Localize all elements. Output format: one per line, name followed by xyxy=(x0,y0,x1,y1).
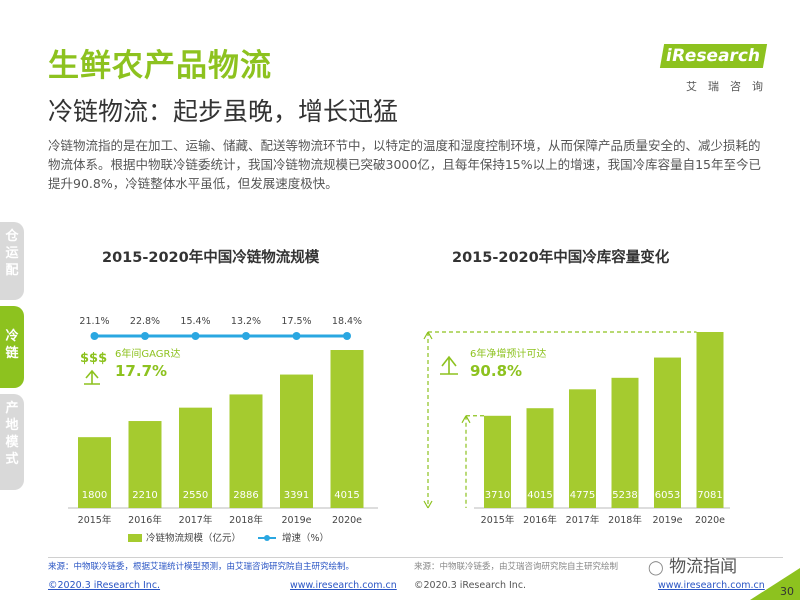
chart1-growth-point xyxy=(90,332,99,340)
chart1-legend-bar-label: 冷链物流规模（亿元） xyxy=(146,532,241,544)
chart2-x-tick: 2015年 xyxy=(481,514,515,526)
chart2-annotation-label: 6年净增预计可达 xyxy=(470,347,546,360)
wechat-name: 物流指闻 xyxy=(669,557,738,577)
side-tab-label: 冷链 xyxy=(5,329,19,361)
chart1-growth-point xyxy=(343,332,351,340)
chart1-annotation-label: 6年间GAGR达 xyxy=(115,347,180,360)
source-right: 来源：中物联冷链委，由艾瑞咨询研究院自主研究绘制 xyxy=(414,562,619,572)
chart2-bar xyxy=(484,415,511,508)
chart1-title: 2015-2020年中国冷链物流规模 xyxy=(102,250,320,266)
footer-website-left[interactable]: www.iresearch.com.cn xyxy=(290,580,397,591)
chart1-growth-point xyxy=(292,332,301,340)
chart1-bar-label: 2210 xyxy=(132,490,157,501)
chart1-bar xyxy=(229,394,263,508)
chart1-x-tick: 2019e xyxy=(281,515,311,526)
chart1-bar-label: 2550 xyxy=(183,490,208,501)
side-tab-label: 产地模式 xyxy=(5,401,19,467)
page-number-badge: 30 xyxy=(750,568,800,600)
wechat-watermark: ◯ 物流指闻 xyxy=(648,552,737,577)
chart1-legend-line-label: 增速（%） xyxy=(282,532,329,544)
chart1-bar-label: 1800 xyxy=(82,490,107,501)
chart1-x-tick: 2015年 xyxy=(78,514,112,526)
side-tab-label: 仓运配 xyxy=(5,229,19,278)
chart2-title: 2015-2020年中国冷库容量变化 xyxy=(452,250,670,266)
chart2-x-tick: 2017年 xyxy=(566,514,600,526)
chart1-cold-chain-scale: 1800 2015年 2210 2016年 2550 2017年 2886 2018年 3391… xyxy=(68,316,378,544)
footer-divider xyxy=(48,557,783,558)
chart2-bar xyxy=(569,389,596,508)
chart2-x-tick: 2018年 xyxy=(608,514,642,526)
chart2-first-arrow-icon xyxy=(461,415,471,424)
intro-paragraph: 冷链物流指的是在加工、运输、储藏、配送等物流环节中，以特定的温度和湿度控制环境，… xyxy=(48,138,762,191)
chart2-x-tick: 2016年 xyxy=(523,514,557,526)
chart1-bar xyxy=(78,437,111,508)
chart1-annotation-value: 17.7% xyxy=(115,362,167,380)
chart2-bar-label: 5238 xyxy=(612,490,637,501)
chart1-bar-label: 2886 xyxy=(233,490,258,501)
chart1-bar xyxy=(280,374,313,508)
footer-copyright-right: ©2020.3 iResearch Inc. xyxy=(414,580,527,591)
footer-copyright-left[interactable]: ©2020.3 iResearch Inc. xyxy=(48,580,161,591)
chart2-x-tick: 2020e xyxy=(695,515,725,526)
footer-website-right[interactable]: www.iresearch.com.cn xyxy=(658,580,765,591)
chart1-x-tick: 2018年 xyxy=(229,514,263,526)
chart1-growth-label: 21.1% xyxy=(79,316,109,327)
chart2-bar-label: 4775 xyxy=(570,490,595,501)
chart2-bar-label: 4015 xyxy=(527,490,552,501)
chart1-legend-swatch-bar xyxy=(128,534,142,542)
side-tab-coldchain[interactable]: 冷链 xyxy=(0,306,24,388)
chart2-arrow-up-icon xyxy=(423,331,433,340)
page-title: 生鲜农产品物流 xyxy=(48,48,272,84)
side-tab-warehouse[interactable]: 仓运配 xyxy=(0,222,24,300)
chart2-annotation-value: 90.8% xyxy=(470,362,522,380)
chart1-growth-label: 15.4% xyxy=(180,316,210,327)
chart2-bar-label: 7081 xyxy=(697,490,722,501)
chart1-x-tick: 2016年 xyxy=(128,514,162,526)
chart1-bar xyxy=(330,350,364,508)
source-left: 来源：中物联冷链委，根据艾瑞统计模型预测，由艾瑞咨询研究院自主研究绘制。 xyxy=(48,562,355,572)
chart1-bar xyxy=(179,407,212,508)
chart1-bar-label: 4015 xyxy=(334,490,359,501)
chart2-cold-storage-capacity: 3710 2015年 4015 2016年 4775 2017年 5238 2018年 6053… xyxy=(423,331,730,526)
chart1-x-tick: 2020e xyxy=(332,515,362,526)
logo-cn: 艾瑞咨询 xyxy=(686,80,774,93)
chart1-x-tick: 2017年 xyxy=(179,514,213,526)
chart2-bar xyxy=(696,332,724,508)
chart2-growth-icon xyxy=(440,355,458,375)
page-subtitle: 冷链物流：起步虽晚，增长迅猛 xyxy=(48,97,399,126)
chart1-arrow-up-icon xyxy=(84,369,100,385)
chart1-growth-label: 18.4% xyxy=(332,316,362,327)
page-number: 30 xyxy=(780,585,794,598)
chart1-bar xyxy=(128,421,162,508)
chart1-bar-label: 3391 xyxy=(284,490,309,501)
chart2-bar xyxy=(526,408,554,508)
chart1-growth-point xyxy=(191,332,200,340)
chart1-dollar-icon: $$$ xyxy=(80,351,107,366)
chart1-growth-label: 22.8% xyxy=(130,316,160,327)
chart2-x-tick: 2019e xyxy=(652,515,682,526)
iresearch-logo: iResearch 艾瑞咨询 xyxy=(659,44,768,98)
chart1-legend-swatch-dot xyxy=(264,535,270,541)
chart1-growth-point xyxy=(242,332,250,340)
chart1-growth-point xyxy=(141,332,149,340)
side-tab-origin[interactable]: 产地模式 xyxy=(0,394,24,490)
chart2-bar-label: 3710 xyxy=(485,490,510,501)
chart2-bar xyxy=(654,357,681,508)
wechat-icon: ◯ xyxy=(648,560,664,576)
chart1-growth-label: 13.2% xyxy=(231,316,261,327)
chart2-arrow-down-icon xyxy=(423,500,433,509)
chart2-bar-label: 6053 xyxy=(655,490,680,501)
chart2-bar xyxy=(611,377,639,508)
chart1-growth-label: 17.5% xyxy=(281,316,311,327)
